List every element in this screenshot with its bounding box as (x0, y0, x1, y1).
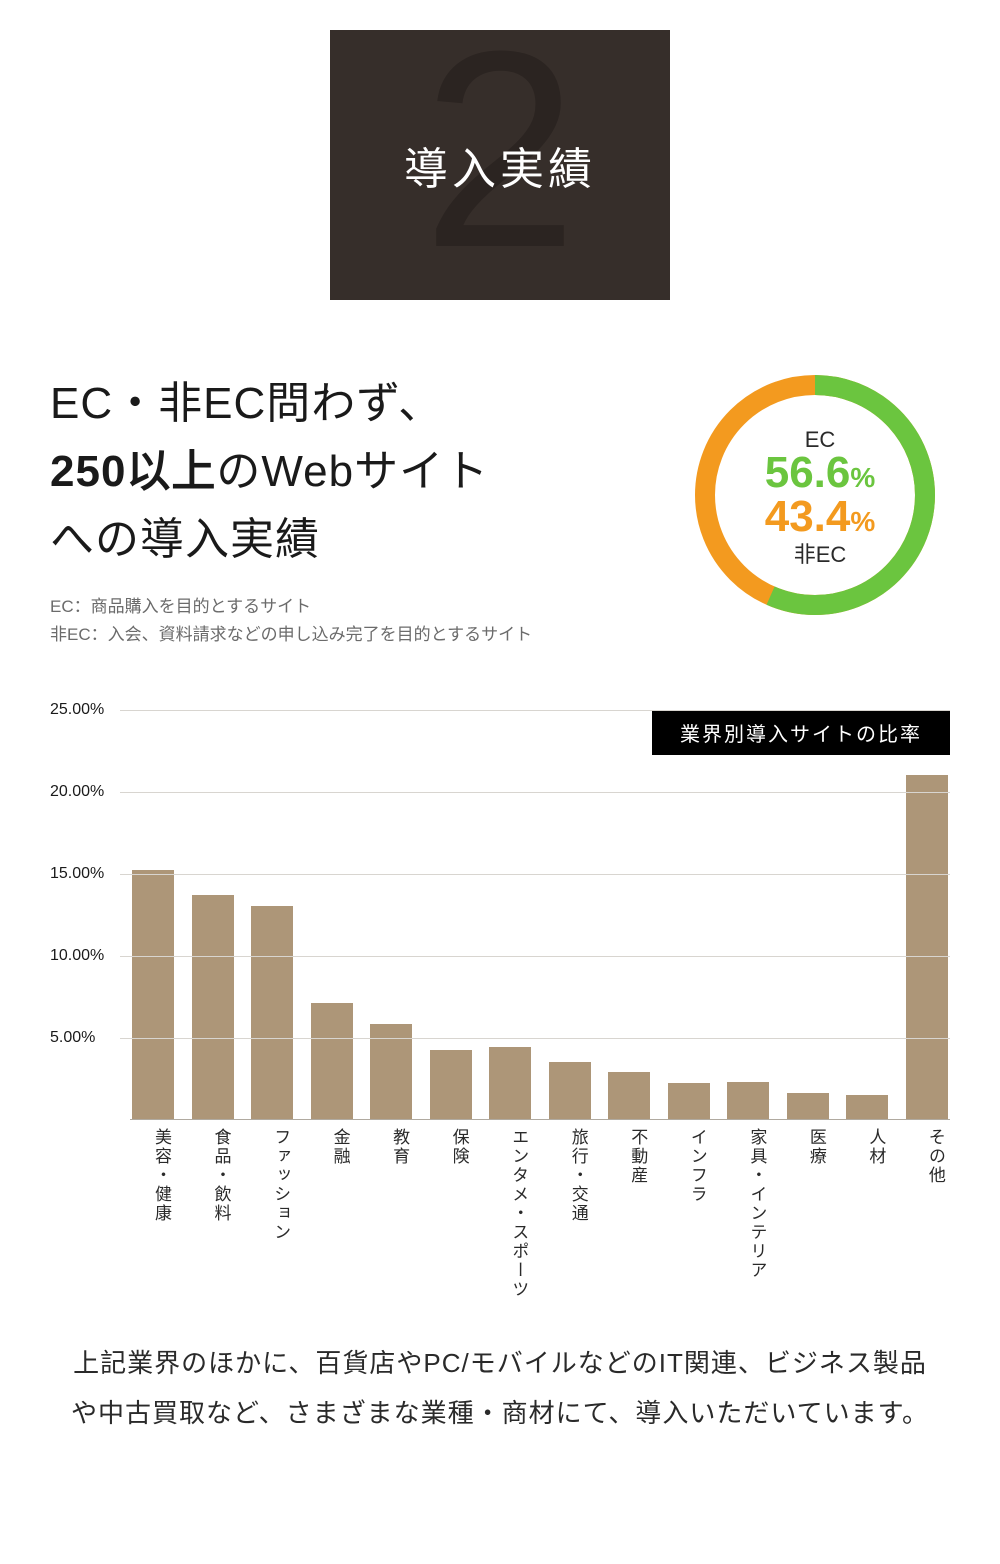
y-axis-tick: 25.00% (50, 701, 104, 719)
x-axis-labels: 美容・健康食品・飲料ファッション金融教育保険エンタメ・スポーツ旅行・交通不動産イ… (130, 1120, 950, 1299)
bar (549, 1062, 591, 1119)
note-nonec: 非EC：入会、資料請求などの申し込み完了を目的とするサイト (50, 621, 690, 650)
banner-title: 導入実績 (404, 133, 596, 197)
x-axis-label: 不動産 (608, 1128, 650, 1299)
donut-svg (690, 370, 940, 620)
bar-chart-section: 業界別導入サイトの比率 25.00%20.00%15.00%10.00%5.00… (0, 710, 1000, 1299)
bar (727, 1082, 769, 1120)
y-axis-tick: 5.00% (50, 1029, 95, 1047)
headline-notes: EC：商品購入を目的とするサイト 非EC：入会、資料請求などの申し込み完了を目的… (50, 593, 690, 651)
x-axis-label: 教育 (370, 1128, 412, 1299)
footer-text: 上記業界のほかに、百貨店やPC/モバイルなどのIT関連、ビジネス製品や中古買取な… (0, 1339, 1000, 1438)
bar (787, 1093, 829, 1119)
bar (311, 1003, 353, 1119)
headline-row: EC・非EC問わず、 250以上のWebサイト への導入実績 EC：商品購入を目… (0, 370, 1000, 650)
bar (430, 1050, 472, 1119)
headline-line3: への導入実績 (50, 515, 320, 564)
gridline (120, 710, 950, 711)
gridline (120, 874, 950, 875)
x-axis-label: 食品・飲料 (192, 1128, 234, 1299)
x-axis-label: 家具・インテリア (727, 1128, 769, 1299)
headline-main: EC・非EC問わず、 250以上のWebサイト への導入実績 (50, 370, 690, 575)
bar (132, 870, 174, 1119)
x-axis-label: インフラ (668, 1128, 710, 1299)
x-axis-label: 旅行・交通 (549, 1128, 591, 1299)
headline-line2-bold: 250以上 (50, 447, 216, 496)
bar (489, 1047, 531, 1119)
gridline (120, 792, 950, 793)
bar (846, 1095, 888, 1120)
bar (608, 1072, 650, 1120)
section-banner: 2 導入実績 (330, 30, 670, 300)
chart-area: 25.00%20.00%15.00%10.00%5.00% (50, 710, 950, 1120)
x-axis-label: 医療 (787, 1128, 829, 1299)
bar (251, 906, 293, 1119)
gridline (120, 1038, 950, 1039)
x-axis-label: 保険 (430, 1128, 472, 1299)
x-axis-label: 美容・健康 (132, 1128, 174, 1299)
gridline (120, 956, 950, 957)
bar (192, 895, 234, 1120)
x-axis-label: 人材 (846, 1128, 888, 1299)
donut-chart: EC 56.6% 43.4% 非EC (690, 370, 950, 625)
headline-line1: EC・非EC問わず、 (50, 379, 443, 428)
y-axis-tick: 20.00% (50, 783, 104, 801)
y-axis-tick: 15.00% (50, 865, 104, 883)
y-axis-tick: 10.00% (50, 947, 104, 965)
headline-text: EC・非EC問わず、 250以上のWebサイト への導入実績 EC：商品購入を目… (50, 370, 690, 650)
x-axis-label: その他 (906, 1128, 948, 1299)
x-axis-label: ファッション (251, 1128, 293, 1299)
x-axis-label: エンタメ・スポーツ (489, 1128, 531, 1299)
bars-container (130, 710, 950, 1120)
x-axis-label: 金融 (311, 1128, 353, 1299)
bar (906, 775, 948, 1119)
headline-line2-rest: のWebサイト (216, 447, 489, 496)
note-ec: EC：商品購入を目的とするサイト (50, 593, 690, 622)
bar (668, 1083, 710, 1119)
